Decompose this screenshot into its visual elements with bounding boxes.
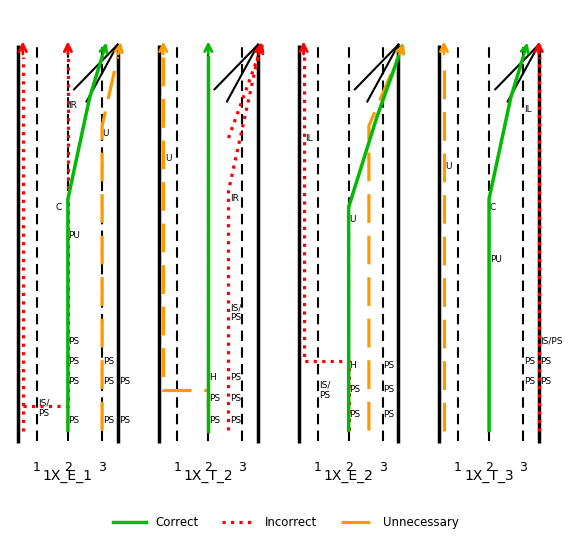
Text: PS: PS (383, 386, 395, 394)
Text: C: C (55, 202, 62, 212)
Text: IR: IR (230, 194, 239, 204)
Text: IS/
PS: IS/ PS (319, 380, 331, 400)
Text: 1X_E_1: 1X_E_1 (43, 469, 93, 483)
Text: PS: PS (209, 416, 220, 425)
Text: IL: IL (305, 133, 313, 143)
Text: PS: PS (541, 377, 551, 386)
Text: PS: PS (349, 386, 360, 394)
Text: PS: PS (230, 394, 241, 402)
Legend: Correct, Incorrect, Unnecessary: Correct, Incorrect, Unnecessary (108, 512, 464, 534)
Text: IL: IL (524, 105, 531, 114)
Text: 1X_E_2: 1X_E_2 (324, 469, 374, 483)
Text: PS: PS (103, 357, 114, 366)
Text: 2: 2 (204, 461, 212, 474)
Text: PS: PS (103, 377, 114, 386)
Text: C: C (490, 202, 496, 212)
Text: PS: PS (69, 416, 80, 425)
Text: PS: PS (383, 361, 395, 370)
Text: PS: PS (69, 377, 80, 386)
Text: IR: IR (69, 101, 77, 110)
Text: 2: 2 (64, 461, 72, 474)
Text: PS: PS (103, 416, 114, 425)
Text: PS: PS (349, 410, 360, 419)
Text: IS/
PS: IS/ PS (38, 399, 50, 418)
Text: PS: PS (230, 416, 241, 425)
Text: H: H (209, 373, 216, 382)
Text: 2: 2 (345, 461, 352, 474)
Text: IS/PS: IS/PS (541, 336, 563, 346)
Text: PS: PS (209, 394, 220, 402)
Text: U: U (165, 154, 171, 163)
Text: H: H (349, 361, 356, 370)
Text: PU: PU (490, 255, 502, 265)
Text: PS: PS (524, 357, 535, 366)
Text: 1: 1 (454, 461, 462, 474)
Text: 3: 3 (519, 461, 527, 474)
Text: PS: PS (541, 357, 551, 366)
Text: PS: PS (69, 336, 80, 346)
Text: 3: 3 (239, 461, 247, 474)
Text: PS: PS (524, 377, 535, 386)
Text: PU: PU (69, 231, 81, 240)
Text: 3: 3 (98, 461, 106, 474)
Text: PS: PS (383, 410, 395, 419)
Text: 1X_T_3: 1X_T_3 (464, 469, 514, 483)
Text: U: U (446, 162, 452, 171)
Text: PS: PS (119, 377, 130, 386)
Text: 1: 1 (33, 461, 41, 474)
Text: U: U (103, 130, 109, 138)
Text: 1: 1 (313, 461, 321, 474)
Text: 1X_T_2: 1X_T_2 (184, 469, 233, 483)
Text: PS: PS (230, 373, 241, 382)
Text: 2: 2 (485, 461, 493, 474)
Text: PS: PS (119, 416, 130, 425)
Text: IS/
PS: IS/ PS (230, 303, 241, 322)
Text: U: U (349, 215, 356, 224)
Text: 3: 3 (379, 461, 387, 474)
Text: PS: PS (69, 357, 80, 366)
Text: 1: 1 (173, 461, 181, 474)
